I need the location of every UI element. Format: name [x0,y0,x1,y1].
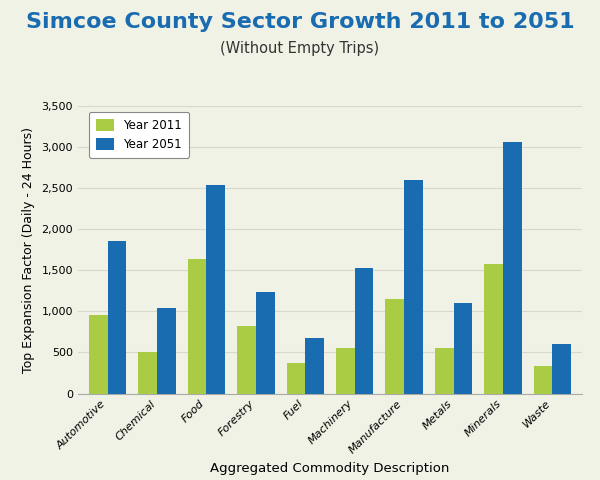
Y-axis label: Top Expansion Factor (Daily - 24 Hours): Top Expansion Factor (Daily - 24 Hours) [22,127,35,372]
Bar [237,326,256,394]
Bar [503,142,522,394]
Bar [138,352,157,394]
Bar [256,291,275,394]
Bar [287,363,305,394]
Bar [435,348,454,394]
Bar [484,264,503,394]
Text: Simcoe County Sector Growth 2011 to 2051: Simcoe County Sector Growth 2011 to 2051 [26,12,574,32]
Bar [355,268,373,394]
Bar [206,185,225,394]
Bar [89,315,107,394]
Bar [533,366,553,394]
Bar [385,299,404,394]
Legend: Year 2011, Year 2051: Year 2011, Year 2051 [89,111,189,157]
Bar [157,308,176,394]
Bar [107,241,127,394]
Bar [336,348,355,394]
Bar [188,260,206,394]
Bar [454,303,472,394]
Bar [404,180,423,394]
X-axis label: Aggregated Commodity Description: Aggregated Commodity Description [211,462,449,475]
Bar [305,338,324,394]
Bar [553,344,571,394]
Text: (Without Empty Trips): (Without Empty Trips) [220,41,380,56]
